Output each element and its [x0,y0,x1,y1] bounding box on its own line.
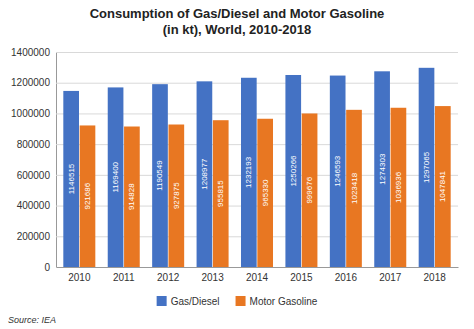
legend: Gas/Diesel Motor Gasoline [157,296,318,307]
x-tick: 2011 [113,267,135,283]
bar [374,71,390,267]
data-label: 1297065 [422,151,431,183]
legend-swatch [236,296,246,306]
y-tick-label: 200000 [17,231,51,242]
legend-item: Motor Gasoline [236,296,318,307]
x-tick-label: 2011 [113,272,135,283]
bar [152,84,168,267]
y-tick-label: 600000 [17,170,51,181]
x-tick: 2017 [379,267,402,283]
y-axis: 0 200000 400000 600000 800000 1000000 1200000 1… [11,47,458,273]
x-tick-label: 2017 [379,272,402,283]
bar [330,76,346,267]
bar [63,91,79,267]
x-tick: 2014 [246,267,269,283]
x-tick: 2015 [290,267,313,283]
y-tick-label: 1400000 [11,47,50,58]
bar [302,113,318,267]
x-tick-label: 2010 [68,272,91,283]
x-tick: 2012 [157,267,180,283]
data-label: 1047841 [438,170,447,202]
y-tick-label: 1200000 [11,77,50,88]
bar [391,108,407,267]
x-tick-label: 2013 [201,272,224,283]
bar [346,110,362,267]
data-label: 1169400 [111,161,120,192]
chart: Consumption of Gas/Diesel and Motor Gaso… [0,0,474,329]
x-tick-label: 2012 [157,272,180,283]
data-label: 1146515 [67,163,76,194]
x-tick: 2016 [335,267,358,283]
bar [213,120,229,267]
x-tick: 2013 [201,267,224,283]
x-tick: 2010 [68,267,91,283]
y-tick-label: 1000000 [11,108,50,119]
y-tick-label: 800000 [17,139,51,150]
bar [80,125,96,267]
y-axis-line [56,53,57,268]
data-label: 921686 [83,182,92,209]
x-tick-label: 2014 [246,272,269,283]
x-axis-line [57,267,459,268]
y-tick-label: 0 [44,262,50,273]
data-label: 1208977 [200,158,209,190]
legend-swatch [157,296,167,306]
bar [257,119,273,267]
title-line: (in kt), World, 2010-2018 [163,22,312,37]
bar [435,106,451,267]
bar [419,68,435,267]
legend-item: Gas/Diesel [157,296,220,307]
y-tick-label: 400000 [17,200,51,211]
y-tick: 1200000 [11,77,458,88]
data-label: 914828 [127,183,136,210]
data-label: 1023418 [350,172,359,204]
data-label: 1190549 [155,160,164,191]
bars [63,68,450,267]
legend-label: Motor Gasoline [250,296,318,307]
data-label: 1232193 [244,156,253,188]
data-label: 1274303 [378,153,387,185]
x-tick-label: 2018 [424,272,447,283]
bar [124,127,140,267]
bar [108,87,124,267]
plot: 0 200000 400000 600000 800000 1000000 1200000 1… [11,47,458,283]
annotation: Source: IEA [8,315,56,325]
data-label: 1246593 [333,155,342,187]
grid-line [56,52,458,53]
data-label: 927875 [172,182,181,209]
title: Consumption of Gas/Diesel and Motor Gaso… [90,6,385,37]
data-label: 965330 [261,179,270,206]
x-tick: 2018 [424,267,447,283]
x-axis: 2010 2011 2012 2013 2014 2015 2016 2017 2018 [57,267,459,283]
x-tick-label: 2016 [335,272,358,283]
y-tick: 1400000 [11,47,458,58]
bar-series [80,106,451,267]
bar [285,75,301,267]
data-label: 1036936 [394,171,403,203]
grid-line [56,267,458,268]
data-label: 955815 [216,180,225,207]
data-labels: 1146515 1169400 1190549 1208977 1232193 12502… [67,151,448,210]
bar [241,78,257,267]
title-line: Consumption of Gas/Diesel and Motor Gaso… [90,6,385,21]
bar [197,81,213,267]
legend-label: Gas/Diesel [171,296,220,307]
grid-line [56,83,458,84]
data-label: 999676 [305,176,314,203]
data-label: 1250266 [289,155,298,187]
x-tick-label: 2015 [290,272,313,283]
bar [168,125,184,267]
bar-series [63,68,434,267]
